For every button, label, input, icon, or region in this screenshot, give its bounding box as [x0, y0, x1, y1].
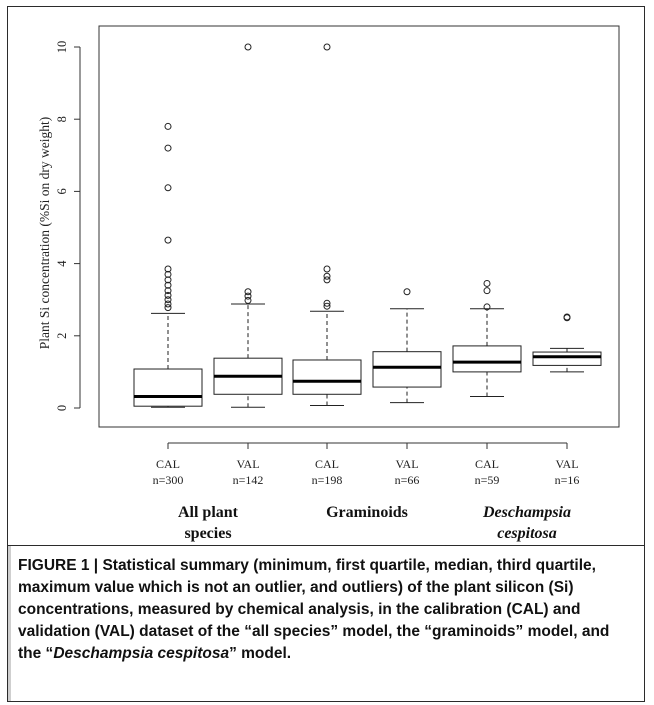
outlier-point — [483, 287, 491, 295]
y-tick-label: 8 — [55, 116, 69, 122]
outlier-point — [323, 43, 331, 51]
x-tick-label-n: n=66 — [395, 473, 420, 487]
group-label-line1: All plant — [178, 504, 239, 521]
outlier-point — [403, 288, 411, 296]
outlier-point — [323, 299, 331, 307]
x-tick-label-set: VAL — [555, 457, 578, 471]
plot-area: 0 2 4 6 8 10 CAL n=300 VAL n=142 CAL n=198 VAL n=66 CA… — [55, 25, 620, 542]
group-label-line1: Deschampsia — [482, 504, 571, 521]
plot-frame — [98, 25, 620, 428]
box-iqr — [532, 351, 602, 366]
caption-label: FIGURE 1 | — [18, 557, 103, 574]
outlier-point — [164, 291, 172, 299]
box-iqr — [133, 368, 203, 407]
x-tick-label-set: CAL — [156, 457, 180, 471]
caption-text-end: ” model. — [229, 645, 292, 662]
group-label-line2: cespitosa — [497, 525, 557, 542]
outlier-point — [164, 304, 172, 312]
y-tick-label: 10 — [55, 41, 69, 54]
x-tick-label-n: n=300 — [153, 473, 184, 487]
y-tick-label: 4 — [55, 260, 69, 267]
outlier-point — [244, 43, 252, 51]
outlier-point — [244, 288, 252, 296]
outlier-point — [323, 265, 331, 273]
x-tick-label-n: n=142 — [233, 473, 264, 487]
caption-text: Statistical summary (minimum, first quar… — [18, 557, 610, 662]
outlier-point — [244, 296, 252, 304]
figure-caption: FIGURE 1 | Statistical summary (minimum,… — [18, 555, 630, 665]
outlier-point — [164, 287, 172, 295]
outlier-point — [164, 184, 172, 192]
outlier-point — [164, 281, 172, 289]
y-axis-label: Plant Si concentration (%Si on dry weigh… — [37, 117, 52, 349]
box-iqr — [372, 351, 442, 388]
outlier-point — [164, 276, 172, 284]
outlier-point — [323, 272, 331, 280]
y-tick-label: 0 — [55, 405, 69, 411]
outlier-point — [164, 265, 172, 273]
outlier-point — [244, 292, 252, 300]
box-iqr — [292, 359, 362, 395]
x-tick-label-n: n=16 — [555, 473, 580, 487]
x-tick-label-n: n=198 — [312, 473, 343, 487]
group-label-line1: Graminoids — [326, 504, 408, 521]
boxplot-chart: 0 2 4 6 8 10 CAL n=300 VAL n=142 CAL n=198 VAL n=66 CA… — [37, 25, 620, 542]
x-tick-label-set: VAL — [395, 457, 418, 471]
caption-accent-bar — [8, 546, 11, 701]
outlier-point — [164, 296, 172, 304]
y-tick-label: 2 — [55, 333, 69, 339]
outlier-point — [483, 303, 491, 311]
outlier-point — [483, 279, 491, 287]
outlier-point — [323, 276, 331, 284]
group-label-line2: species — [184, 525, 231, 542]
outlier-point — [164, 270, 172, 278]
outlier-point — [164, 144, 172, 152]
x-tick-label-set: CAL — [315, 457, 339, 471]
caption-divider — [8, 545, 644, 546]
outlier-point — [164, 300, 172, 308]
x-tick-label-n: n=59 — [475, 473, 500, 487]
x-tick-label-set: CAL — [475, 457, 499, 471]
outlier-point — [563, 313, 571, 321]
caption-italic-species: Deschampsia cespitosa — [53, 645, 230, 662]
outlier-point — [323, 302, 331, 310]
x-tick-label-set: VAL — [236, 457, 259, 471]
outlier-point — [164, 236, 172, 244]
figure-frame — [7, 6, 645, 702]
box-iqr — [452, 345, 522, 373]
outlier-point — [164, 122, 172, 130]
y-tick-label: 6 — [55, 188, 69, 194]
